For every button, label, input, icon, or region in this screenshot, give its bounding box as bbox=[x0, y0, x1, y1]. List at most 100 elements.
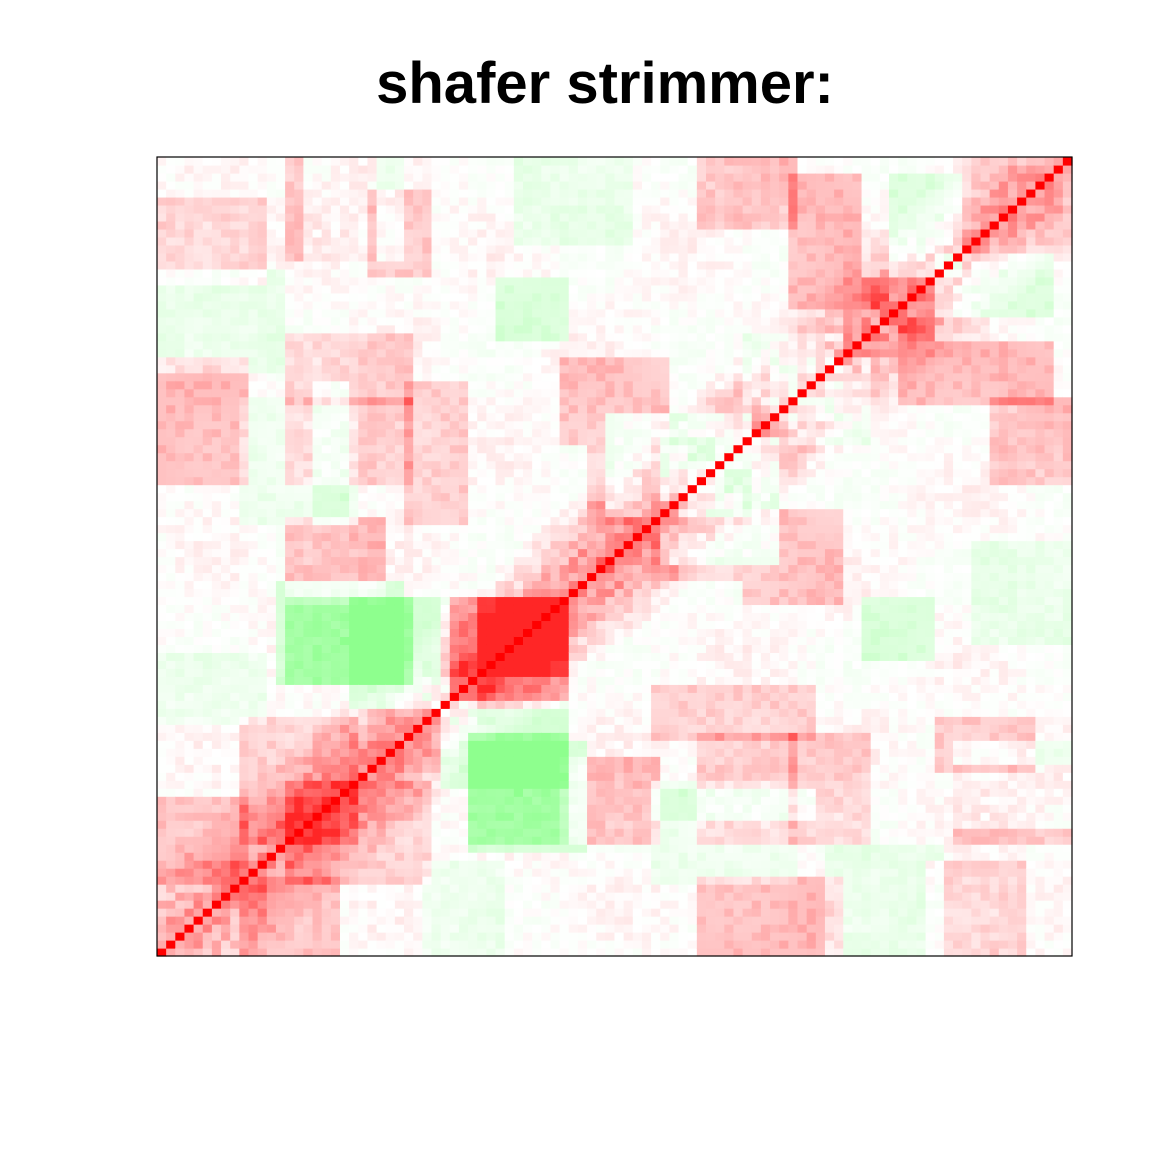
heatmap-cell bbox=[202, 660, 213, 669]
heatmap-cell bbox=[431, 516, 442, 526]
heatmap-cell bbox=[404, 252, 414, 262]
heatmap-cell bbox=[266, 588, 277, 598]
heatmap-cell bbox=[266, 836, 277, 845]
heatmap-cell bbox=[495, 252, 506, 262]
heatmap-cell bbox=[495, 732, 506, 741]
heatmap-cell bbox=[312, 157, 323, 166]
heatmap-cell bbox=[321, 332, 332, 342]
heatmap-cell bbox=[458, 892, 469, 901]
heatmap-cell bbox=[404, 844, 414, 853]
heatmap-cell bbox=[349, 732, 359, 741]
heatmap-cell bbox=[321, 428, 332, 438]
heatmap-cell bbox=[193, 812, 204, 821]
heatmap-cell bbox=[175, 812, 186, 821]
heatmap-cell bbox=[239, 948, 250, 957]
heatmap-cell bbox=[239, 212, 250, 222]
heatmap-cell bbox=[605, 548, 616, 558]
heatmap-cell bbox=[458, 212, 469, 222]
heatmap-cell bbox=[349, 396, 359, 406]
heatmap-cell bbox=[330, 484, 341, 494]
heatmap-cell bbox=[330, 700, 341, 709]
heatmap-cell bbox=[266, 756, 277, 765]
heatmap-cell bbox=[349, 828, 359, 837]
heatmap-cell bbox=[367, 588, 378, 598]
heatmap-cell bbox=[413, 244, 423, 254]
heatmap-cell bbox=[458, 612, 469, 622]
heatmap-cell bbox=[413, 868, 423, 877]
heatmap-cell bbox=[294, 372, 304, 382]
heatmap-cell bbox=[275, 732, 286, 741]
heatmap-cell bbox=[568, 732, 579, 741]
heatmap-cell bbox=[605, 772, 616, 781]
heatmap-cell bbox=[504, 924, 515, 933]
heatmap-cell bbox=[266, 724, 277, 733]
heatmap-cell bbox=[376, 852, 387, 861]
heatmap-cell bbox=[504, 668, 515, 677]
heatmap-cell bbox=[303, 756, 314, 765]
heatmap-cell bbox=[495, 572, 506, 582]
heatmap-cell bbox=[340, 404, 350, 414]
heatmap-cell bbox=[605, 676, 616, 685]
heatmap-cell bbox=[367, 516, 378, 526]
heatmap-cell bbox=[440, 884, 451, 893]
heatmap-cell bbox=[312, 812, 323, 821]
heatmap-cell bbox=[486, 804, 497, 813]
heatmap-cell bbox=[285, 492, 295, 502]
heatmap-cell bbox=[577, 708, 588, 717]
heatmap-cell bbox=[248, 380, 259, 390]
heatmap-cell bbox=[321, 556, 332, 566]
heatmap-cell bbox=[477, 220, 487, 230]
heatmap-cell bbox=[559, 340, 570, 350]
heatmap-cell bbox=[523, 212, 533, 222]
heatmap-cell bbox=[559, 788, 570, 797]
heatmap-cell bbox=[211, 556, 222, 566]
heatmap-cell bbox=[376, 644, 387, 653]
heatmap-cell bbox=[523, 260, 533, 270]
heatmap-cell bbox=[577, 852, 588, 861]
heatmap-cell bbox=[358, 492, 369, 502]
heatmap-cell bbox=[513, 828, 524, 837]
heatmap-cell bbox=[266, 428, 277, 438]
heatmap-cell bbox=[431, 908, 442, 917]
heatmap-cell bbox=[422, 500, 433, 510]
heatmap-cell bbox=[184, 412, 195, 422]
heatmap-cell bbox=[431, 188, 442, 198]
heatmap-cell bbox=[394, 588, 405, 598]
heatmap-cell bbox=[431, 588, 442, 598]
heatmap-cell bbox=[550, 948, 561, 957]
heatmap-cell bbox=[358, 844, 369, 853]
heatmap-cell bbox=[605, 228, 616, 238]
heatmap-cell bbox=[504, 572, 515, 582]
heatmap-cell bbox=[257, 188, 268, 198]
heatmap-cell bbox=[431, 708, 442, 717]
heatmap-cell bbox=[275, 812, 286, 821]
heatmap-cell bbox=[221, 596, 231, 606]
heatmap-cell bbox=[513, 172, 524, 182]
heatmap-cell bbox=[285, 652, 295, 661]
heatmap-cell bbox=[221, 172, 231, 182]
heatmap-cell bbox=[211, 316, 222, 326]
heatmap-cell bbox=[394, 876, 405, 885]
heatmap-cell bbox=[230, 724, 240, 733]
heatmap-cell bbox=[532, 948, 542, 957]
heatmap-cell bbox=[477, 948, 487, 957]
heatmap-cell bbox=[294, 268, 304, 278]
heatmap-cell bbox=[385, 740, 396, 749]
heatmap-cell bbox=[449, 348, 460, 358]
heatmap-cell bbox=[285, 740, 295, 749]
heatmap-cell bbox=[202, 940, 213, 949]
heatmap-cell bbox=[495, 268, 506, 278]
heatmap-cell bbox=[523, 444, 533, 454]
heatmap-cell bbox=[175, 284, 186, 294]
heatmap-cell bbox=[358, 564, 369, 574]
heatmap-cell bbox=[340, 244, 350, 254]
heatmap-cell bbox=[211, 420, 222, 430]
heatmap-cell bbox=[221, 284, 231, 294]
heatmap-cell bbox=[486, 396, 497, 406]
heatmap-cell bbox=[193, 516, 204, 526]
heatmap-cell bbox=[266, 684, 277, 693]
heatmap-cell bbox=[275, 292, 286, 302]
heatmap-cell bbox=[321, 340, 332, 350]
heatmap-cell bbox=[321, 252, 332, 262]
heatmap-cell bbox=[303, 508, 314, 518]
